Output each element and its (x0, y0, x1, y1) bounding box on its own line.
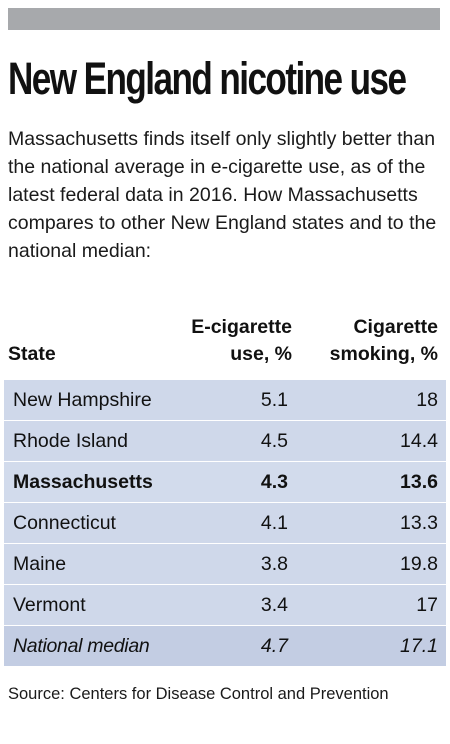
graphic-subtitle: Massachusetts finds itself only slightly… (8, 128, 437, 262)
ecig-value-cell: 3.4 (260, 594, 288, 616)
table-row-national-median: National median 4.7 17.1 (4, 625, 446, 666)
state-name-cell: Connecticut (13, 512, 116, 534)
cigarette-value-cell: 19.8 (400, 553, 438, 575)
cigarette-value-cell: 13.3 (400, 512, 438, 534)
top-rule-bar (8, 8, 440, 30)
ecig-value-cell: 4.7 (260, 635, 288, 657)
state-name-cell: Maine (13, 553, 67, 575)
ecig-value-cell: 4.3 (260, 471, 288, 493)
table-row: Vermont 3.4 17 (4, 584, 446, 625)
table-row: Connecticut 4.1 13.3 (4, 502, 446, 543)
cigarette-value-cell: 13.6 (400, 471, 438, 493)
cigarette-value-cell: 18 (416, 389, 438, 411)
data-table: New Hampshire 5.1 18 Rhode Island 4.5 14.4 Mas… (0, 379, 450, 666)
state-name-cell: Rhode Island (13, 430, 128, 452)
column-header-cigarette: Cigarette smoking, % (330, 314, 438, 368)
cigarette-value-cell: 14.4 (400, 430, 438, 452)
state-name-cell: National median (13, 635, 150, 657)
column-header-state: State (8, 341, 56, 368)
column-header-ecig-line2: use, % (230, 343, 292, 365)
state-name-cell: Massachusetts (13, 471, 153, 493)
ecig-value-cell: 4.1 (260, 512, 288, 534)
cigarette-value-cell: 17.1 (400, 635, 438, 657)
column-header-cigarette-line1: Cigarette (353, 316, 438, 338)
cigarette-value-cell: 17 (416, 594, 438, 616)
table-row: New Hampshire 5.1 18 (4, 379, 446, 420)
column-header-ecig-line1: E-cigarette (191, 316, 292, 338)
table-row: Rhode Island 4.5 14.4 (4, 420, 446, 461)
source-note: Source: Centers for Disease Control and … (8, 685, 389, 703)
table-row: Massachusetts 4.3 13.6 (4, 461, 446, 502)
state-name-cell: Vermont (13, 594, 86, 616)
column-header-state-label: State (8, 343, 56, 365)
column-header-ecig: E-cigarette use, % (191, 314, 292, 368)
state-name-cell: New Hampshire (13, 389, 152, 411)
graphic-title: New England nicotine use (8, 53, 407, 104)
ecig-value-cell: 5.1 (260, 389, 288, 411)
column-header-cigarette-line2: smoking, % (329, 343, 438, 365)
ecig-value-cell: 3.8 (260, 553, 288, 575)
ecig-value-cell: 4.5 (260, 430, 288, 452)
table-row: Maine 3.8 19.8 (4, 543, 446, 584)
